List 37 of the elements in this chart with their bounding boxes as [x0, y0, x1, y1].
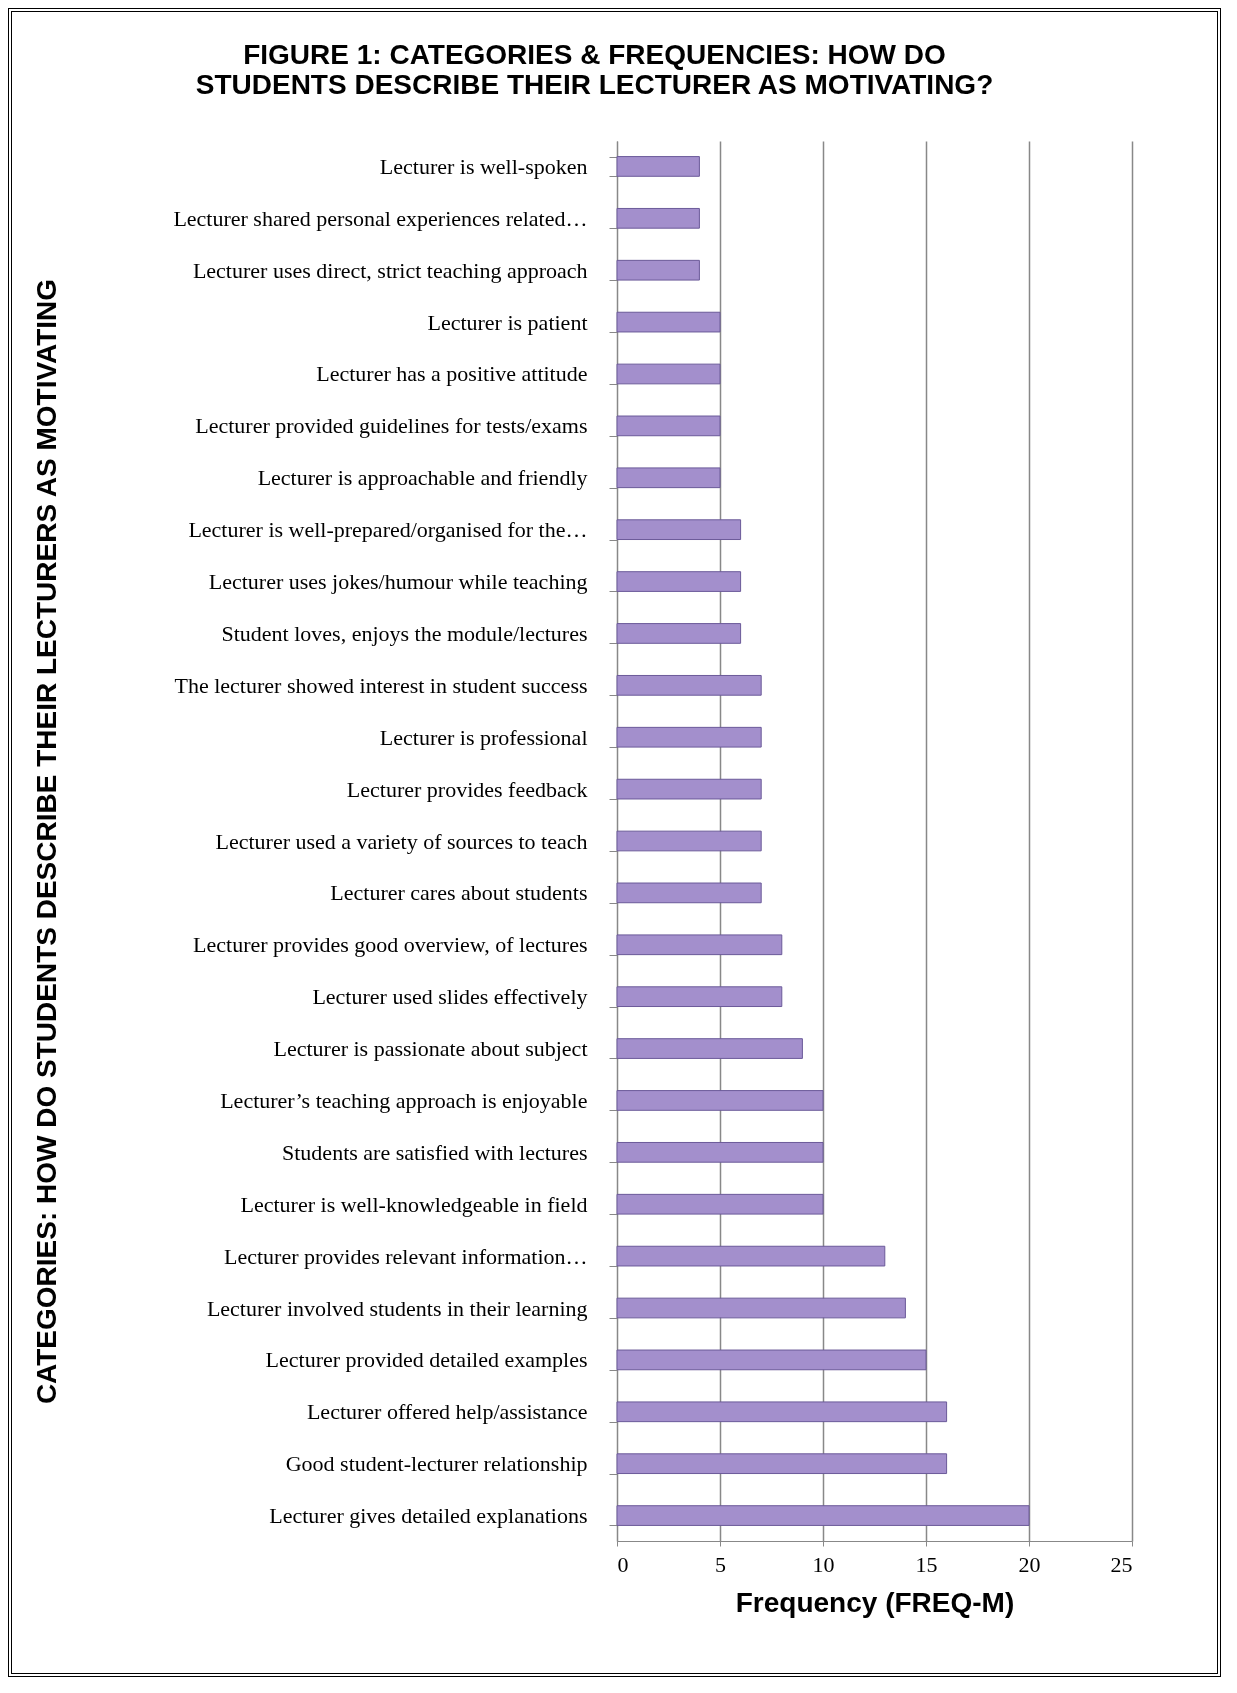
y-tick-label: Lecturer uses jokes/humour while teaching: [208, 569, 588, 595]
y-tick-label: Lecturer is approachable and friendly: [257, 465, 588, 491]
x-tick-label: 25: [1110, 1551, 1133, 1577]
y-tick-label: Lecturer provides feedback: [346, 776, 588, 802]
y-tick-label: Lecturer provides good overview, of lectures: [193, 932, 588, 958]
y-tick-label: Lecturer used a variety of sources to teach: [215, 828, 588, 854]
y-tick-label: Lecturer involved students in their learning: [206, 1295, 588, 1321]
y-tick-label: Lecturer shared personal experiences related…: [173, 205, 588, 231]
y-tick-label: Lecturer is patient: [427, 309, 588, 335]
x-tick-label: 20: [1018, 1551, 1041, 1577]
y-tick-label: Lecturer used slides effectively: [312, 984, 588, 1010]
y-tick-label: Lecturer is well-prepared/organised for the…: [188, 517, 588, 543]
y-tick-label: Lecturer is passionate about subject: [273, 1036, 588, 1062]
y-tick-label: The lecturer showed interest in student success: [174, 672, 588, 698]
y-tick-label: Lecturer provided guidelines for tests/exams: [195, 413, 588, 439]
x-tick-label: 5: [715, 1551, 726, 1577]
x-axis-title: Frequency (FREQ-M): [735, 1586, 1015, 1618]
y-tick-label: Lecturer cares about students: [330, 880, 588, 906]
x-tick-label: 0: [617, 1551, 629, 1577]
text: FIGURE 1: CATEGORIES & FREQUENCIES: HOW DO: [243, 39, 946, 70]
y-axis-title: CATEGORIES: HOW DO STUDENTS DESCRIBE THEIR LECTURERS AS MOTIVATING: [30, 278, 62, 1405]
y-tick-label: Lecturer offered help/assistance: [306, 1399, 588, 1425]
y-tick-label: Lecturer uses direct, strict teaching approach: [192, 257, 588, 283]
y-tick-label: Good student-lecturer relationship: [285, 1451, 588, 1477]
text: STUDENTS DESCRIBE THEIR LECTURER AS MOTIVATING?: [195, 69, 994, 100]
y-tick-label: Student loves, enjoys the module/lectures: [221, 620, 588, 646]
y-tick-label: Students are satisfied with lectures: [282, 1139, 588, 1165]
y-tick-label: Lecturer is well-knowledgeable in field: [240, 1191, 588, 1217]
y-tick-label: Lecturer is professional: [379, 724, 588, 750]
y-tick-label: Lecturer’s teaching approach is enjoyable: [220, 1087, 588, 1113]
x-tick-label: 15: [915, 1551, 938, 1577]
x-tick-label: 10: [812, 1551, 835, 1577]
y-tick-label: Lecturer has a positive attitude: [316, 361, 588, 387]
y-tick-label: Lecturer provides relevant information…: [224, 1243, 588, 1269]
y-tick-label: Lecturer provided detailed examples: [265, 1347, 588, 1373]
y-tick-label: Lecturer is well-spoken: [379, 153, 588, 179]
y-tick-label: Lecturer gives detailed explanations: [269, 1503, 588, 1529]
